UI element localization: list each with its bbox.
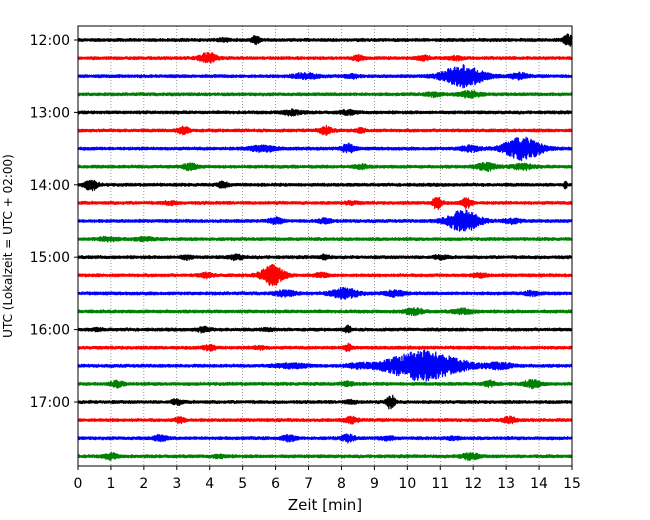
trace-1530 [77, 286, 573, 300]
x-tick-label: 3 [172, 476, 181, 492]
trace-1645 [77, 378, 573, 390]
y-tick-label: 12:00 [30, 33, 70, 49]
trace-1400 [77, 179, 573, 192]
trace-1415 [77, 196, 573, 211]
y-axis-label: UTC (Lokalzeit = UTC + 02:00) [1, 154, 15, 338]
trace-1515 [77, 263, 573, 287]
trace-1315 [77, 124, 573, 136]
y-axis-ticks: 12:00 13:00 14:00 15:00 16:00 17:00 [30, 33, 78, 411]
y-tick-label: 14:00 [30, 178, 70, 194]
x-tick-label: 6 [271, 476, 280, 492]
y-tick-label: 16:00 [30, 323, 70, 339]
trace-1715 [77, 415, 573, 425]
x-tick-label: 5 [238, 476, 247, 492]
seismogram-traces [77, 33, 573, 462]
trace-1245 [77, 89, 573, 99]
trace-1330 [77, 136, 573, 162]
trace-1600 [77, 324, 573, 334]
y-tick-label: 13:00 [30, 105, 70, 121]
trace-1200 [77, 33, 573, 47]
x-tick-label: 9 [370, 476, 379, 492]
trace-1345 [77, 161, 573, 172]
vertical-grid [110, 26, 540, 466]
trace-1215 [77, 51, 573, 64]
x-axis-ticks: 0 1 2 3 4 5 6 7 8 9 10 11 12 13 14 15 [74, 466, 581, 492]
x-tick-label: 15 [563, 476, 581, 492]
y-tick-label: 17:00 [30, 395, 70, 411]
trace-1430 [77, 209, 573, 232]
x-tick-label: 13 [497, 476, 515, 492]
trace-1545 [77, 306, 573, 317]
trace-1630 [77, 349, 573, 382]
trace-1730 [77, 433, 573, 444]
x-tick-label: 10 [398, 476, 416, 492]
x-tick-label: 8 [337, 476, 346, 492]
trace-1445 [77, 235, 573, 243]
x-tick-label: 12 [464, 476, 482, 492]
trace-1300 [77, 108, 573, 117]
x-tick-label: 14 [530, 476, 548, 492]
plot-frame [77, 25, 573, 467]
x-axis-label: Zeit [min] [288, 496, 362, 514]
x-tick-label: 2 [139, 476, 148, 492]
trace-1615 [77, 342, 573, 352]
trace-1500 [77, 253, 573, 262]
x-tick-label: 1 [106, 476, 115, 492]
trace-1745 [77, 451, 573, 462]
y-tick-label: 15:00 [30, 250, 70, 266]
x-tick-label: 7 [304, 476, 313, 492]
x-tick-label: 11 [431, 476, 449, 492]
x-tick-label: 0 [74, 476, 83, 492]
x-tick-label: 4 [205, 476, 214, 492]
trace-1230 [77, 64, 573, 89]
trace-1700 [77, 394, 573, 410]
